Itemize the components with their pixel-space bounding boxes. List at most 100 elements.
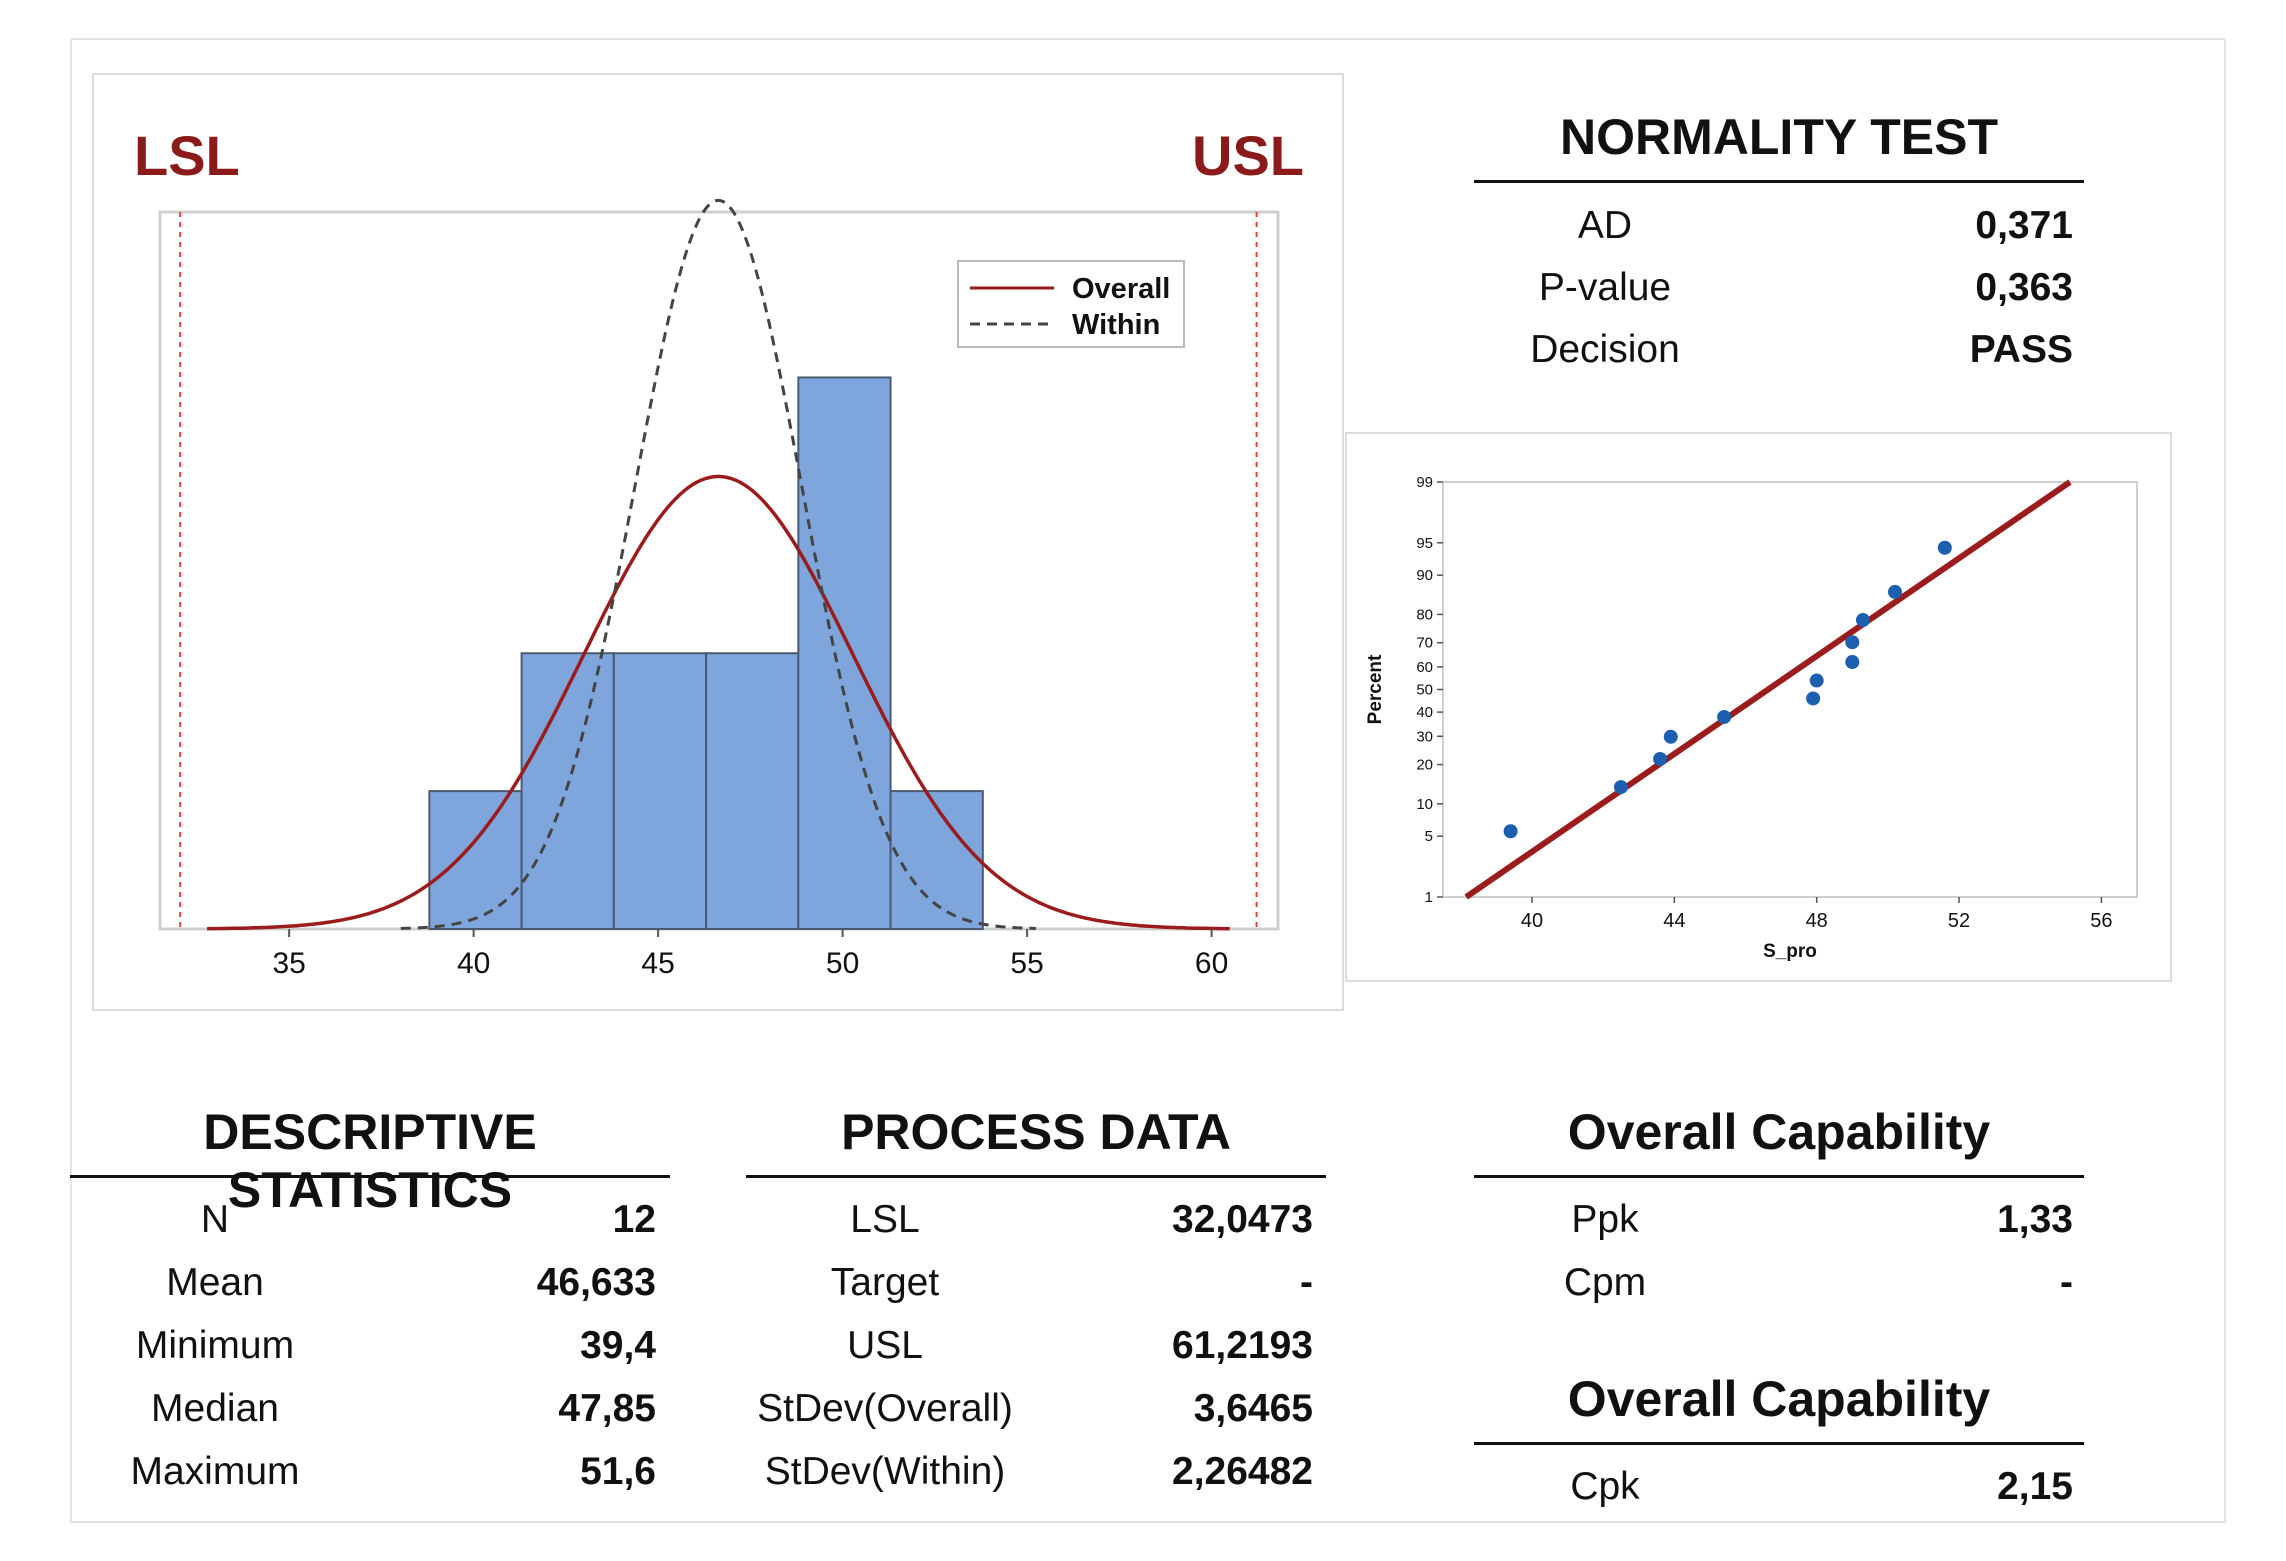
potential-capability-row: Cpk 2,15 [0, 1465, 2286, 1515]
fit-line [1464, 479, 2072, 900]
data-point [1845, 655, 1860, 670]
descriptive-statistics-value: 51,6 [580, 1450, 656, 1493]
normality-test-title: NORMALITY TEST [1560, 109, 1998, 165]
normality-test-label: AD [1577, 204, 1633, 247]
legend-label-within: Within [1072, 309, 1160, 341]
data-point [1613, 780, 1628, 795]
overall-capability-row: Cpm - [0, 1261, 2286, 1311]
descriptive-statistics-value: 46,633 [536, 1261, 656, 1304]
y-tick-label: 30 [1416, 728, 1433, 745]
data-point [1887, 584, 1902, 599]
x-tick-label: 48 [1806, 910, 1828, 932]
y-axis-label: Percent [1365, 654, 1386, 724]
histogram-bar [612, 652, 708, 930]
x-tick-label: 55 [1010, 947, 1043, 980]
descriptive-statistics-value: 47,85 [558, 1387, 656, 1430]
process-data-value: 2,26482 [1172, 1450, 1313, 1493]
descriptive-statistics-row: N 12 [0, 1198, 2286, 1248]
normality-test-value: 0,371 [1975, 204, 2073, 247]
probability-plot: 1 5 10 20 30 40 50 60 70 80 90 95 99 40 44 48 52 56 S_pro P… [1365, 474, 2138, 962]
descriptive-statistics-label: Mean [166, 1261, 264, 1304]
normality-test-row: P-value 0,363 [0, 266, 2286, 316]
normality-test-label: Decision [1530, 328, 1680, 371]
overall-capability-row: Ppk 1,33 [0, 1198, 2286, 1248]
y-tick-label: 50 [1416, 682, 1433, 699]
data-point [1503, 824, 1518, 839]
y-tick-label: 70 [1416, 635, 1433, 652]
y-tick-label: 90 [1416, 567, 1433, 584]
probability-plot-panel: 1 5 10 20 30 40 50 60 70 80 90 95 99 40 44 48 52 56 S_pro P… [1345, 432, 2172, 982]
histogram-bar [520, 652, 615, 930]
x-tick-label: 35 [272, 947, 305, 980]
descriptive-statistics-label: Median [151, 1387, 279, 1430]
normality-test-rule [1474, 180, 2084, 183]
process-data-value: 3,6465 [1193, 1387, 1313, 1430]
usl-label: USL [1192, 124, 1304, 187]
normality-test-value: PASS [1969, 328, 2073, 371]
legend-box [957, 260, 1185, 348]
lsl-label: LSL [134, 124, 240, 187]
data-point [1806, 691, 1821, 706]
process-data-label: Target [830, 1261, 940, 1304]
process-data-value: 32,0473 [1172, 1198, 1313, 1241]
y-tick-label: 5 [1425, 828, 1433, 845]
potential-capability-title: Overall Capability [1567, 1371, 1991, 1427]
y-tick-label: 99 [1416, 474, 1433, 491]
process-data-row: USL 61,2193 [0, 1324, 2286, 1374]
y-tick-label: 20 [1416, 757, 1433, 774]
x-tick-label: 60 [1195, 947, 1228, 980]
overall-capability-value: - [2060, 1261, 2073, 1304]
overall-capability-rule [1474, 1175, 2084, 1178]
legend: Overall Within [957, 260, 1185, 348]
x-tick-label: 45 [641, 947, 674, 980]
process-data-title: PROCESS DATA [841, 1104, 1231, 1160]
descriptive-statistics-title: DESCRIPTIVE STATISTICS [203, 1104, 537, 1218]
histogram-panel: 35 40 45 50 55 60 LSL USL Overall Within [92, 73, 1344, 1011]
descriptive-statistics-row: Mean 46,633 [0, 1261, 2286, 1311]
data-point [1809, 673, 1824, 688]
descriptive-statistics-label: Maximum [130, 1450, 300, 1493]
overall-capability-title: Overall Capability [1567, 1104, 1991, 1160]
descriptive-statistics-label: N [200, 1198, 230, 1241]
potential-capability-label: Cpk [1570, 1465, 1640, 1508]
x-tick-label: 44 [1663, 910, 1685, 932]
data-point [1717, 709, 1732, 724]
report-frame [70, 38, 2226, 1523]
overall-capability-label: Cpm [1563, 1261, 1647, 1304]
histogram-bar [797, 376, 892, 930]
descriptive-statistics-value: 12 [612, 1198, 656, 1241]
descriptive-statistics-row: Maximum 51,6 [0, 1450, 2286, 1500]
normality-test-value: 0,363 [1975, 266, 2073, 309]
histogram-bar [705, 652, 800, 930]
overall-capability-value: 1,33 [1997, 1198, 2073, 1241]
capability-histogram: 35 40 45 50 55 60 LSL USL Overall Within [134, 124, 1304, 980]
process-data-row: StDev(Within) 2,26482 [0, 1450, 2286, 1500]
prob-plot-area [1442, 481, 2138, 898]
process-data-label: StDev(Within) [764, 1450, 1006, 1493]
process-data-row: LSL 32,0473 [0, 1198, 2286, 1248]
x-tick-label: 52 [1948, 910, 1970, 932]
x-tick-label: 40 [457, 947, 490, 980]
process-data-value: 61,2193 [1172, 1324, 1313, 1367]
x-tick-label: 50 [826, 947, 859, 980]
y-tick-label: 1 [1425, 889, 1433, 906]
overall-capability-label: Ppk [1571, 1198, 1639, 1241]
legend-label-overall: Overall [1072, 273, 1170, 305]
process-data-row: StDev(Overall) 3,6465 [0, 1387, 2286, 1437]
x-tick-label: 56 [2090, 910, 2112, 932]
overall-curve [207, 474, 1230, 931]
potential-capability-rule [1474, 1442, 2084, 1445]
descriptive-statistics-row: Median 47,85 [0, 1387, 2286, 1437]
process-data-label: StDev(Overall) [757, 1387, 1013, 1430]
data-point [1663, 729, 1678, 744]
normality-test-label: P-value [1538, 266, 1672, 309]
descriptive-statistics-label: Minimum [135, 1324, 295, 1367]
potential-capability-value: 2,15 [1997, 1465, 2073, 1508]
data-point [1653, 751, 1668, 766]
process-data-value: - [1300, 1261, 1313, 1304]
data-point [1855, 613, 1870, 628]
process-data-row: Target - [0, 1261, 2286, 1311]
normality-test-row: Decision PASS [0, 328, 2286, 378]
process-data-label: USL [847, 1324, 923, 1367]
y-tick-label: 10 [1416, 796, 1433, 813]
